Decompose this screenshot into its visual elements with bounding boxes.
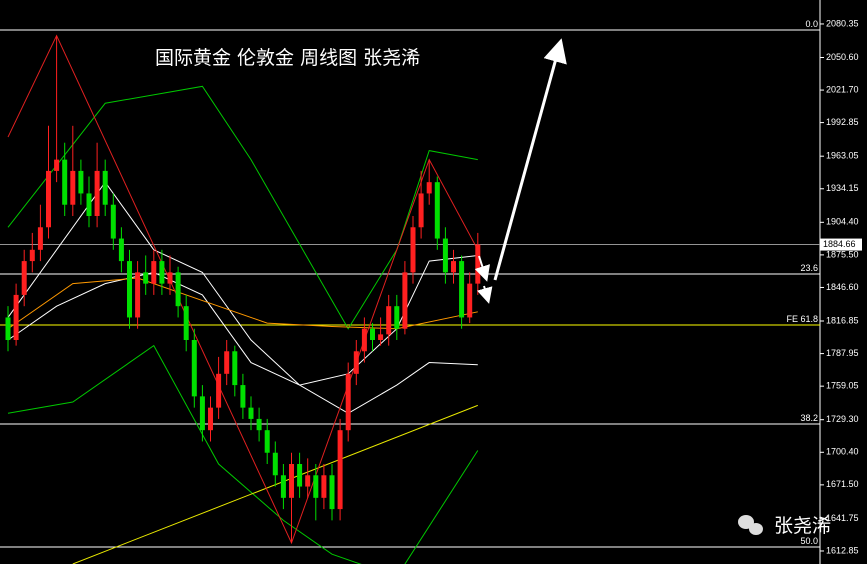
candle-body (78, 170, 84, 194)
y-tick-label: 2080.35 (826, 18, 859, 28)
watermark: 张尧浠 (738, 515, 831, 537)
candle-body (297, 464, 303, 487)
y-tick-label: 1787.95 (826, 348, 859, 358)
y-tick-label: 1992.85 (826, 117, 859, 127)
candle-body (475, 244, 481, 284)
candle-body (418, 193, 424, 228)
candle-body (426, 182, 432, 194)
candle-body (272, 452, 278, 476)
candle-body (280, 475, 286, 498)
candle-body (110, 204, 116, 239)
candle-body (29, 249, 35, 262)
candle-body (62, 159, 68, 205)
candle-body (135, 272, 141, 318)
watermark-text: 张尧浠 (774, 515, 831, 537)
candle-body (345, 373, 351, 431)
candle-body (37, 227, 43, 250)
candle-body (208, 407, 213, 431)
y-tick-label: 1816.85 (826, 315, 859, 325)
candle-body (361, 328, 367, 352)
candle-body (329, 475, 335, 510)
candle-body (167, 272, 173, 284)
candle-body (224, 351, 230, 374)
candle-body (402, 272, 408, 329)
y-tick-label: 1729.30 (826, 414, 859, 424)
last-price-label: 1884.66 (823, 239, 856, 249)
y-tick-label: 1671.50 (826, 479, 859, 489)
level-label: 38.2 (800, 413, 818, 423)
candle-body (232, 351, 238, 386)
candle-body (410, 227, 416, 273)
candle-body (248, 407, 254, 419)
candle-body (46, 170, 51, 228)
candle-body (370, 328, 375, 341)
candle-body (337, 430, 343, 510)
indicator-line (7, 271, 478, 414)
candle-body (467, 283, 473, 318)
y-tick-label: 1934.15 (826, 183, 859, 193)
y-tick-label: 2050.60 (826, 52, 859, 62)
level-label: FE 61.8 (786, 314, 818, 324)
candle-body (86, 193, 92, 216)
plot-area (0, 29, 820, 564)
y-tick-label: 1759.05 (826, 381, 859, 391)
candle-body (216, 373, 222, 408)
candle-body (199, 396, 205, 431)
candle-body (102, 170, 108, 205)
candle-body (70, 170, 76, 205)
candle-body (118, 238, 124, 262)
y-tick-label: 1846.60 (826, 282, 859, 292)
y-tick-label: 1700.40 (826, 447, 859, 457)
candle-body (151, 261, 157, 284)
candle-body (54, 159, 60, 171)
candle-body (305, 475, 311, 487)
y-tick-label: 1641.75 (826, 513, 859, 523)
indicator-line (7, 277, 478, 330)
price-axis: 2080.35 2050.60 2021.70 1992.85 1963.05 1934.… (820, 18, 859, 555)
candle-body (127, 261, 132, 318)
candle-body (451, 261, 456, 273)
candle-body (183, 306, 189, 341)
y-tick-label: 1904.40 (826, 217, 859, 227)
candle-body (94, 170, 100, 216)
y-tick-label: 1612.85 (826, 545, 859, 555)
arrow (493, 38, 567, 281)
level-label: 0.0 (805, 19, 818, 29)
indicator-line (7, 85, 478, 330)
candle-body (5, 317, 11, 341)
candle-body (321, 475, 327, 498)
candle-body (434, 182, 440, 239)
arrow (477, 285, 493, 304)
candle-body (159, 261, 165, 284)
candle-body (264, 430, 270, 453)
y-tick-label: 1875.50 (826, 249, 859, 259)
y-tick-label: 1963.05 (826, 151, 859, 161)
indicator-line (7, 344, 479, 564)
candle-body (13, 294, 19, 341)
level-label: 23.6 (800, 263, 818, 273)
candle-body (313, 475, 319, 498)
candle-body (191, 340, 197, 397)
last-price-box (820, 238, 862, 251)
chart-title: 国际黄金 伦敦金 周线图 张尧浠 (155, 47, 420, 69)
candle-body (289, 464, 294, 498)
candle-body (353, 351, 359, 374)
candle-body (240, 385, 246, 408)
arrow (474, 255, 490, 282)
candle-body (386, 306, 392, 335)
candle-body (442, 238, 448, 273)
candle-body (175, 272, 181, 307)
y-tick-label: 2021.70 (826, 84, 859, 94)
candle-body (143, 272, 149, 284)
candle-body (378, 334, 384, 341)
level-label: 50.0 (800, 536, 818, 546)
candle-body (459, 261, 465, 318)
candle-body (256, 418, 262, 431)
candle-body (394, 306, 400, 329)
candle-body (21, 261, 27, 295)
